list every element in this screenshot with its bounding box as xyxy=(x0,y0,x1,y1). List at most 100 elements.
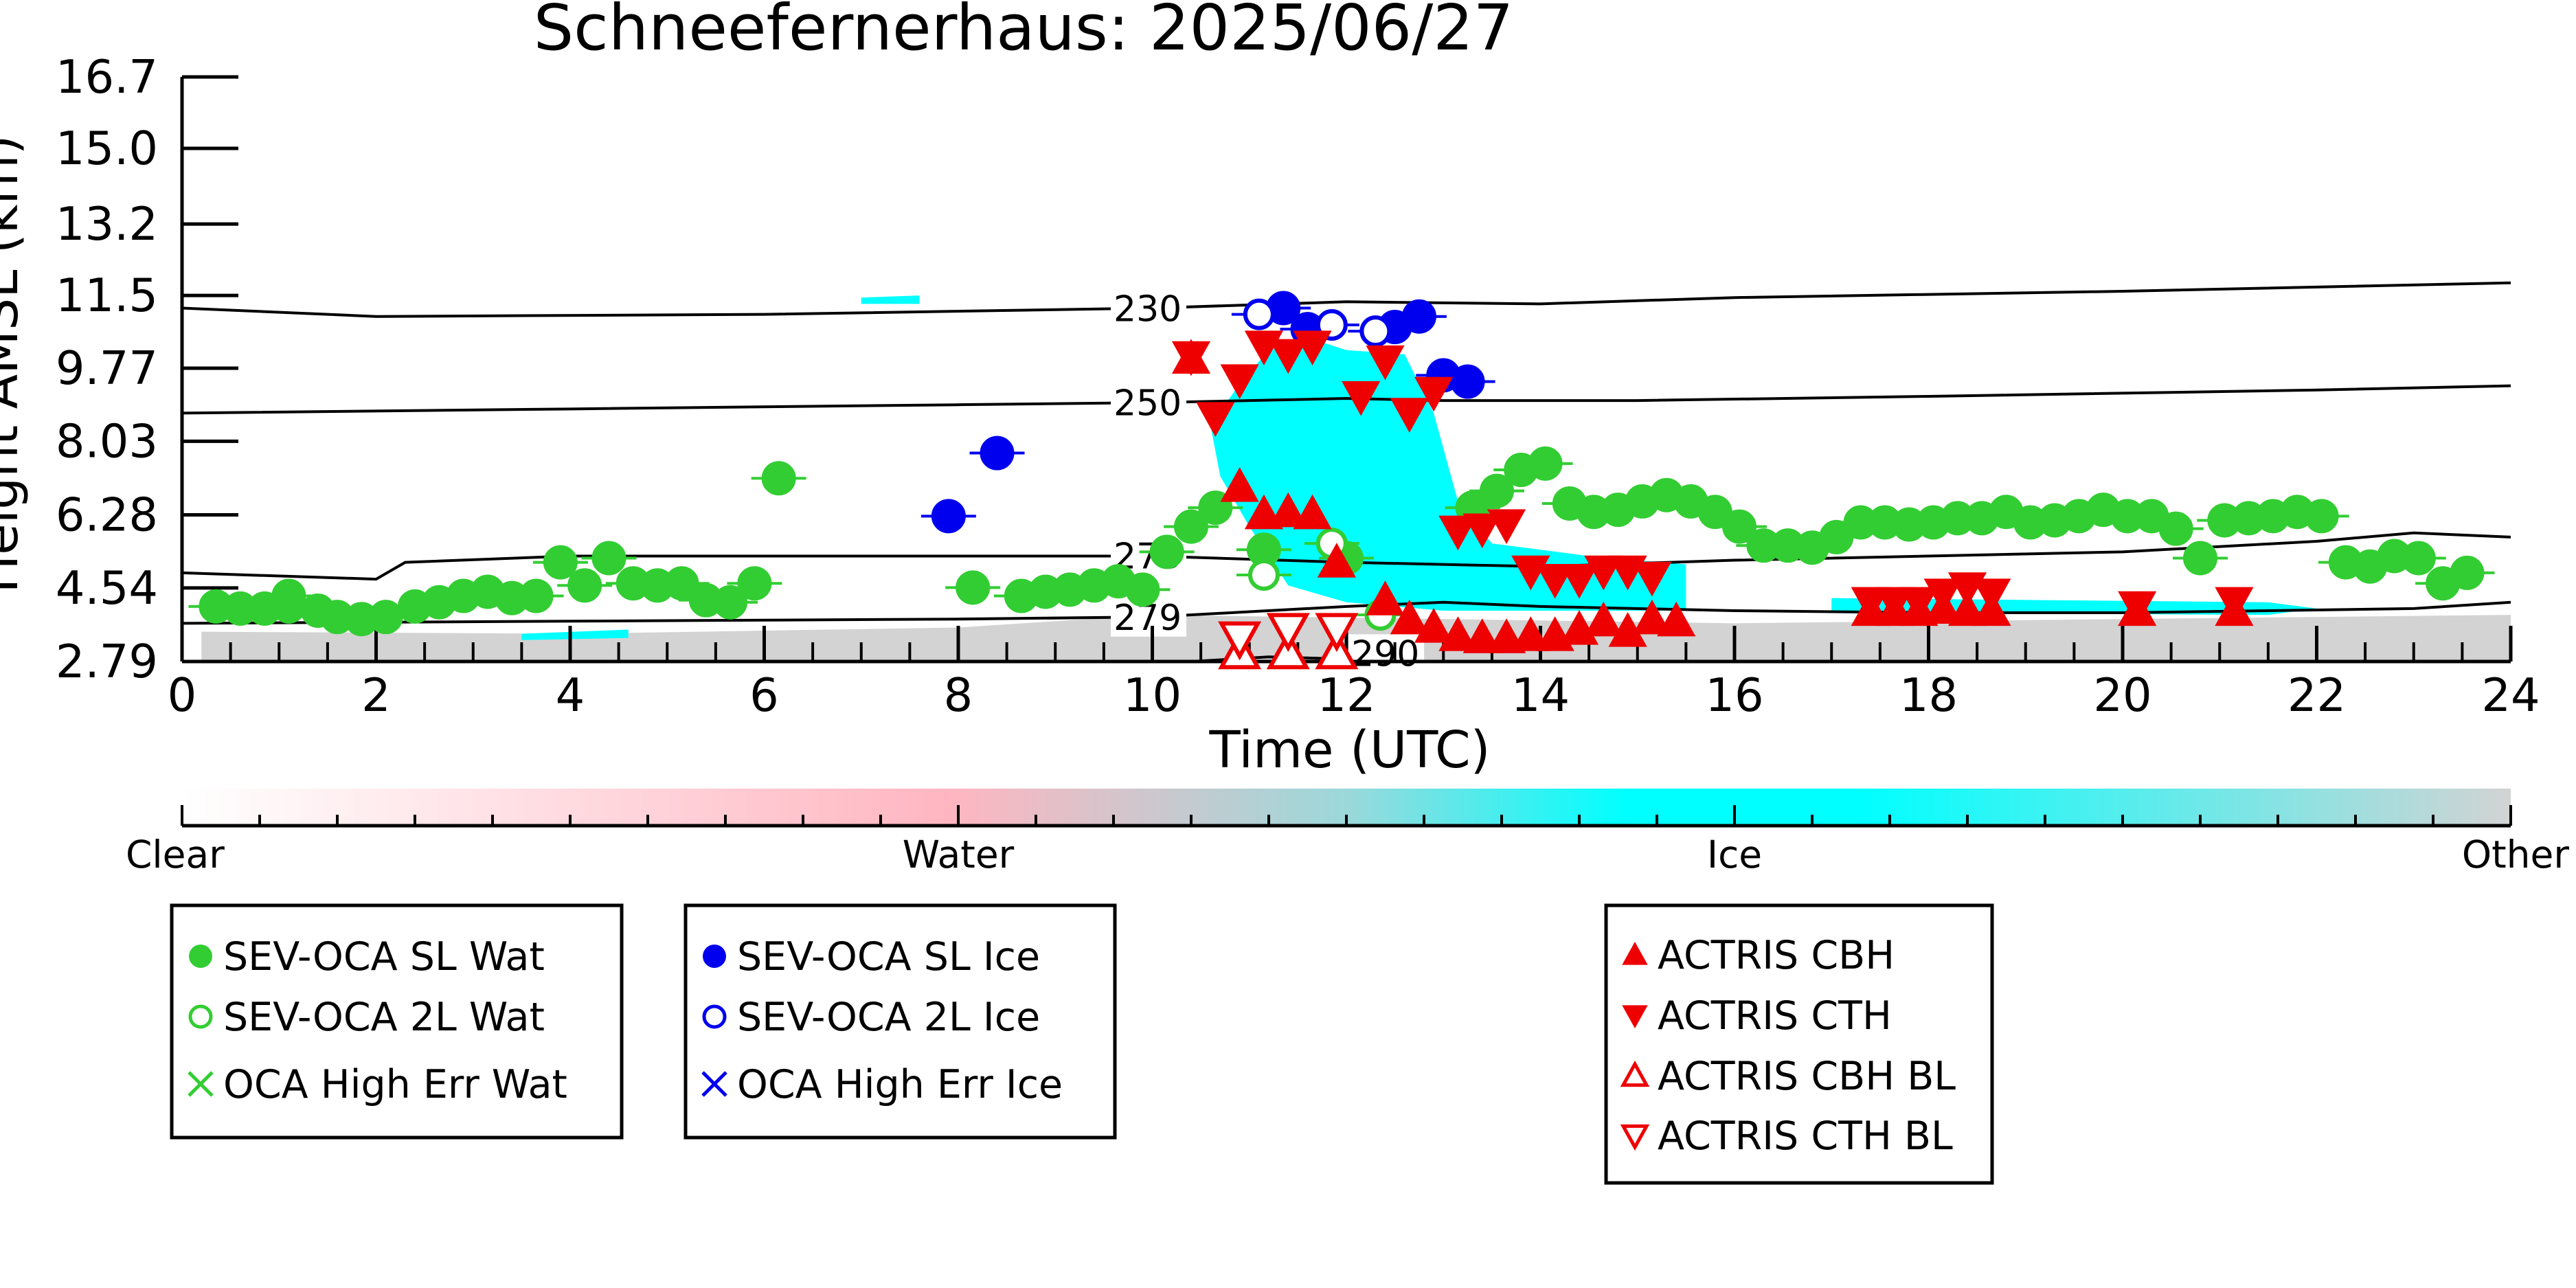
data-point xyxy=(1487,509,1526,545)
x-axis-label: Time (UTC) xyxy=(1208,721,1490,780)
data-point xyxy=(1657,601,1696,637)
data-point xyxy=(980,436,1015,471)
isotherm-label-250: 250 xyxy=(1114,383,1182,425)
data-point xyxy=(761,461,796,496)
data-point xyxy=(1293,330,1332,366)
x-tick-label: 0 xyxy=(168,668,197,722)
data-point xyxy=(1247,558,1280,591)
isotherm-line-230 xyxy=(181,281,2511,318)
legend-entry-label: SEV-OCA SL Wat xyxy=(223,934,545,980)
data-point xyxy=(1366,345,1405,381)
x-tick-label: 2 xyxy=(361,668,391,722)
data-point xyxy=(956,570,991,605)
data-point xyxy=(1438,515,1478,551)
legend-marker xyxy=(1620,1060,1650,1087)
legend-entry-label: OCA High Err Ice xyxy=(737,1062,1063,1107)
data-point xyxy=(1511,616,1550,651)
data-point xyxy=(1401,299,1436,334)
legend-marker xyxy=(702,1004,727,1029)
x-tick-label: 6 xyxy=(749,668,779,722)
legend-marker xyxy=(1622,941,1648,965)
data-point xyxy=(1899,587,1939,622)
x-tick-label: 4 xyxy=(556,668,585,722)
plot-axes: 0 2 4 6 8 10 12 14 16 18 20 22 242.794.546.288.039.7… xyxy=(56,50,2540,722)
data-point xyxy=(1632,599,1672,635)
data-point xyxy=(1269,492,1308,528)
colorbar-label-clear: Clear xyxy=(126,833,225,877)
isotherm-label-290: 290 xyxy=(1351,633,1419,675)
legend-marker xyxy=(1620,1124,1650,1151)
data-point xyxy=(1875,587,1914,622)
data-markers xyxy=(188,291,2495,670)
y-tick-label: 4.54 xyxy=(56,561,158,615)
data-point xyxy=(1528,446,1563,481)
data-point xyxy=(543,545,578,580)
data-point xyxy=(1243,298,1275,330)
data-point xyxy=(519,578,554,613)
data-point xyxy=(1479,473,1514,508)
data-point xyxy=(591,541,626,576)
data-point xyxy=(1174,509,1208,544)
data-point xyxy=(1366,580,1405,615)
data-point xyxy=(1947,591,1987,626)
isotherm-label-bg-230 xyxy=(1111,289,1186,328)
y-tick-label: 11.5 xyxy=(56,269,158,322)
colorbar-label-water: Water xyxy=(903,833,1015,877)
data-point xyxy=(1390,599,1429,635)
data-point xyxy=(1220,467,1259,502)
data-point xyxy=(1559,563,1599,599)
legend-entry-label: OCA High Err Wat xyxy=(223,1062,567,1107)
y-tick-label: 8.03 xyxy=(56,414,158,468)
legend-entry-label: ACTRIS CBH BL xyxy=(1658,1054,1956,1099)
legend-marker xyxy=(189,945,212,968)
x-tick-label: 20 xyxy=(2093,668,2151,722)
cloud-shade-4 xyxy=(521,629,629,640)
legend-entry-label: ACTRIS CTH xyxy=(1658,993,1892,1039)
data-point xyxy=(2450,555,2485,590)
y-tick-label: 6.28 xyxy=(56,488,158,541)
classification-colorbar: Clear Water Ice Other xyxy=(126,789,2569,877)
data-point xyxy=(1722,509,1757,544)
data-point xyxy=(1584,601,1623,637)
x-tick-label: 24 xyxy=(2481,668,2540,722)
isotherm-label-bg-250 xyxy=(1111,383,1186,422)
data-point xyxy=(1535,563,1574,599)
data-point xyxy=(1220,364,1259,399)
colorbar-ticks: Clear Water Ice Other xyxy=(126,805,2569,877)
cloud-shade-3 xyxy=(861,295,920,304)
data-point xyxy=(2215,587,2254,622)
data-point xyxy=(1317,543,1356,578)
y-tick-label: 2.79 xyxy=(56,635,158,688)
colorbar-label-other: Other xyxy=(2462,833,2570,877)
data-point xyxy=(2304,499,2339,534)
legend-entry-label: SEV-OCA SL Ice xyxy=(737,934,1040,980)
y-tick-label: 16.7 xyxy=(56,50,158,104)
data-point xyxy=(2401,541,2436,576)
data-point xyxy=(1450,364,1485,399)
data-point xyxy=(2183,541,2217,576)
data-point xyxy=(1269,339,1308,374)
data-point xyxy=(567,568,602,603)
legend-box-3 xyxy=(1604,903,1994,1185)
colorbar-label-ice: Ice xyxy=(1707,833,1762,877)
y-axis-label: Height AMSL (km) xyxy=(0,135,30,593)
data-point xyxy=(1315,613,1359,653)
data-point xyxy=(271,578,306,613)
x-tick-label: 8 xyxy=(944,668,973,722)
y-tick-label: 9.77 xyxy=(56,341,158,395)
legend-entry-label: ACTRIS CTH BL xyxy=(1658,1114,1953,1159)
legend-entry-label: SEV-OCA 2L Wat xyxy=(223,995,545,1040)
legend-entry-label: SEV-OCA 2L Ice xyxy=(737,995,1040,1040)
legend-box-1 xyxy=(170,903,624,1140)
x-tick-label: 10 xyxy=(1123,668,1182,722)
data-point xyxy=(1196,402,1235,438)
data-point xyxy=(1462,513,1502,549)
legend-marker xyxy=(703,945,726,968)
data-point xyxy=(1218,621,1262,661)
data-point xyxy=(1359,315,1392,348)
data-point xyxy=(1462,618,1502,653)
data-point xyxy=(1923,578,1963,613)
data-point xyxy=(1851,587,1890,622)
data-point xyxy=(1342,381,1381,416)
